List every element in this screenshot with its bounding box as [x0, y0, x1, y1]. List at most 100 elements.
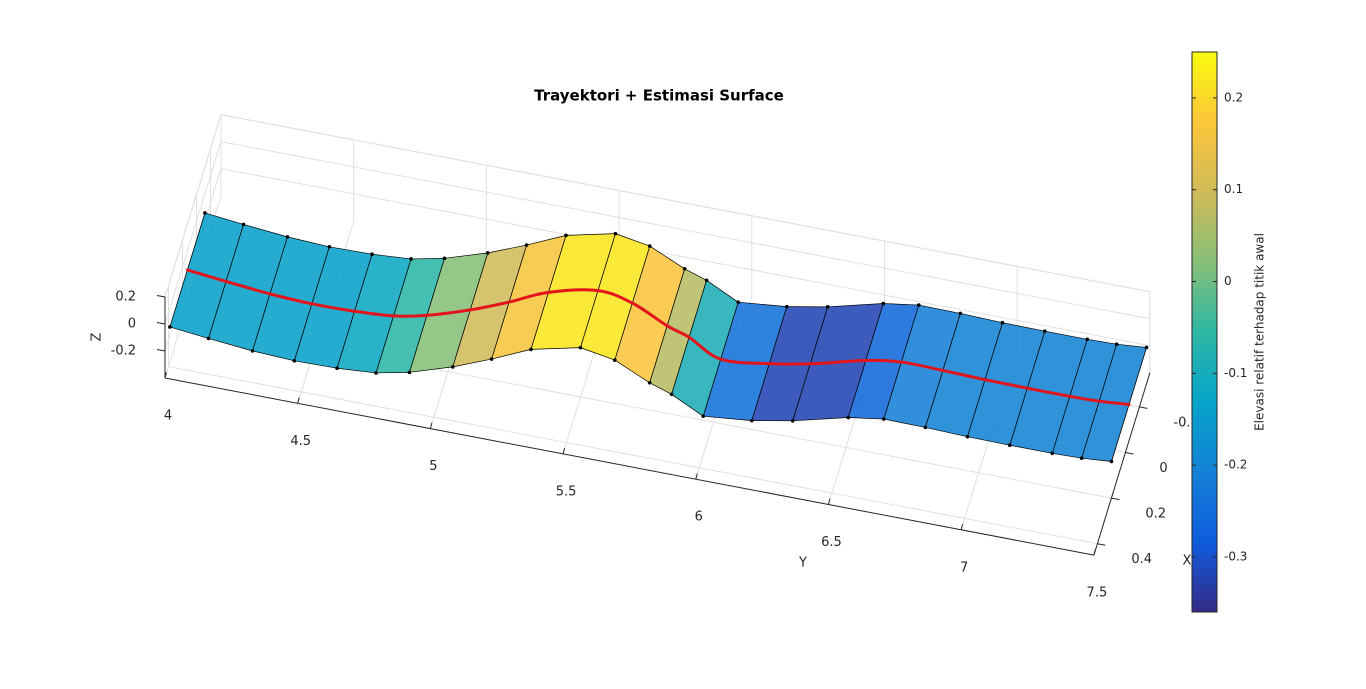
mesh-vertex	[409, 257, 413, 261]
surface-border	[243, 224, 288, 238]
x-tick	[1111, 497, 1120, 501]
y-tick-label: 7	[960, 560, 968, 575]
mesh-vertex	[790, 418, 795, 423]
surface-border	[252, 350, 295, 362]
mesh-vertex	[1000, 320, 1005, 325]
y-tick	[960, 523, 964, 530]
y-tick-label: 6.5	[821, 535, 842, 550]
y-tick	[297, 397, 300, 404]
mesh-vertex	[203, 211, 207, 215]
mesh-vertex	[916, 303, 921, 307]
y-axis-label: Y	[798, 556, 807, 571]
y-tick	[429, 422, 433, 429]
surface-border	[827, 303, 884, 308]
mesh-vertex	[442, 256, 447, 261]
surface-border	[371, 253, 412, 260]
surface-border	[1116, 343, 1147, 348]
mesh-vertex	[1109, 459, 1114, 464]
mesh-vertex	[1085, 337, 1090, 342]
mesh-vertex	[923, 425, 928, 430]
grid-line	[168, 366, 1098, 545]
mesh-vertex	[241, 222, 246, 227]
x-tick-label: 0.2	[1145, 507, 1166, 522]
mesh-vertex	[374, 371, 378, 375]
surface-border	[703, 415, 752, 421]
surface-border	[376, 371, 410, 374]
y-tick	[1093, 549, 1096, 556]
x-tick	[1125, 452, 1134, 455]
mesh-vertex	[564, 233, 568, 238]
mesh-vertex	[701, 414, 706, 418]
mesh-vertex	[1007, 443, 1012, 448]
mesh-vertex	[450, 365, 455, 369]
surface-border	[580, 347, 615, 361]
surface-border	[452, 358, 492, 368]
surface-border	[1081, 457, 1112, 462]
mesh-vertex	[370, 252, 374, 257]
box-edge	[164, 114, 222, 298]
mesh-vertex	[704, 278, 709, 283]
surface-border	[336, 367, 377, 374]
x-tick-label: 0	[1159, 461, 1167, 476]
mesh-vertex	[407, 370, 412, 375]
surface-border	[1087, 338, 1117, 345]
surface-border	[1044, 330, 1088, 340]
mesh-vertex	[1042, 329, 1047, 334]
surface-border	[287, 236, 330, 248]
surface-border	[649, 245, 685, 270]
surface-border	[792, 417, 849, 422]
mesh-vertex	[485, 251, 490, 255]
surface-border	[614, 359, 650, 384]
y-tick-label: 5	[429, 459, 437, 474]
y-tick	[695, 473, 698, 480]
surface-border	[444, 252, 488, 259]
colorbar-label: Elevasi relatif terhadap titik awal	[1253, 233, 1267, 431]
surface-border	[409, 366, 453, 373]
mesh-vertex	[669, 392, 674, 397]
z-tick	[156, 322, 166, 325]
mesh-vertex	[1144, 345, 1149, 350]
x-tick	[1097, 543, 1106, 546]
mesh-vertex	[578, 345, 583, 350]
y-tick-label: 5.5	[556, 484, 577, 499]
surface-border	[967, 436, 1010, 446]
mesh-vertex	[1079, 456, 1084, 460]
x-axis-line	[1093, 372, 1151, 556]
y-tick	[164, 372, 167, 379]
z-tick	[156, 295, 166, 298]
surface-border	[565, 233, 616, 236]
y-tick-label: 4.5	[290, 434, 311, 449]
mesh-vertex	[647, 244, 652, 248]
surface-border	[883, 418, 926, 428]
mesh-vertex	[682, 266, 687, 271]
colorbar-tick-label: 0.2	[1224, 90, 1243, 104]
surface-border	[487, 244, 527, 254]
y-tick-label: 6	[695, 510, 703, 525]
mesh-vertex	[846, 415, 851, 420]
y-tick	[562, 448, 565, 455]
mesh-vertex	[784, 304, 789, 309]
mesh-vertex	[529, 347, 533, 352]
surface-border	[925, 427, 968, 437]
x-tick	[1139, 406, 1148, 409]
y-tick	[828, 498, 831, 505]
mesh-vertex	[612, 358, 617, 362]
grid-line	[220, 141, 1150, 320]
grid-line	[220, 168, 1150, 347]
chart-title: Trayektori + Estimasi Surface	[534, 87, 784, 105]
mesh-vertex	[749, 418, 754, 423]
mesh-vertex	[206, 336, 211, 341]
z-tick-label: 0	[128, 317, 136, 332]
surface-border	[848, 417, 884, 420]
surface-border	[649, 382, 672, 395]
surface-border	[530, 347, 581, 350]
surface-border	[411, 257, 445, 260]
mesh-vertex	[327, 245, 332, 249]
surface-border	[918, 304, 961, 314]
colorbar-tick-label: 0	[1224, 274, 1232, 288]
surface-border	[738, 301, 787, 307]
grid-line	[164, 141, 222, 325]
surface-face	[580, 233, 650, 361]
surface-border	[294, 360, 338, 369]
colorbar-tick-label: -0.3	[1224, 549, 1247, 563]
